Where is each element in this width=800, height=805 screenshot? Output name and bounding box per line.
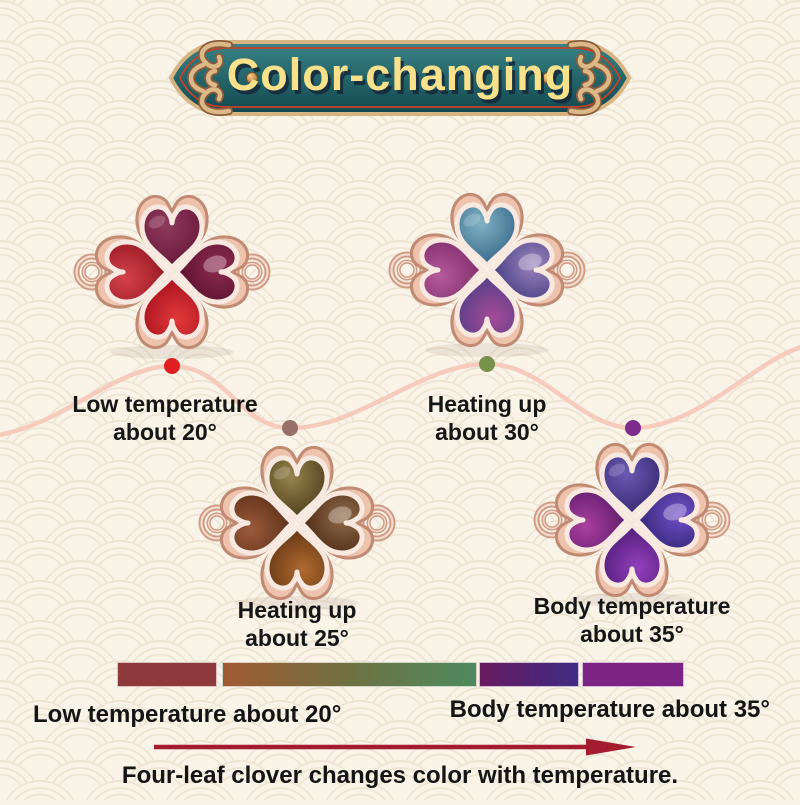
stage-label-line1: Low temperature	[72, 391, 258, 417]
footer-high-temp-label: Body temperature about 35°	[449, 696, 770, 723]
footer-low-temp-label: Low temperature about 20°	[33, 701, 342, 728]
temperature-gradient-bar	[0, 662, 800, 689]
gradient-segment	[222, 662, 477, 687]
stage-label-line2: about 20°	[113, 419, 217, 445]
wave-dot	[625, 420, 641, 436]
gradient-segment	[117, 662, 217, 687]
stage-label-30deg: Heating up about 30°	[357, 390, 617, 446]
clover-charm-25deg	[197, 433, 397, 618]
clover-petal-left	[564, 487, 631, 553]
clover-petal-top	[454, 202, 520, 269]
clover-petal-left	[229, 490, 296, 556]
banner-stud-left	[246, 72, 258, 84]
wave-line	[0, 345, 800, 437]
banner-ornament-left	[187, 39, 233, 117]
gradient-segment	[479, 662, 579, 687]
arrow-right-icon	[152, 734, 638, 760]
clover-charm-35deg	[532, 430, 732, 615]
clover-petal-right	[298, 490, 365, 556]
gradient-segment	[582, 662, 684, 687]
title-banner: Color-changing	[155, 34, 645, 118]
wave-dot	[479, 356, 495, 372]
page-title: Color-changing	[226, 49, 574, 100]
caption-text: Four-leaf clover changes color with temp…	[121, 762, 679, 789]
clover-petal-bottom	[264, 524, 330, 591]
clover-petal-bottom	[454, 271, 520, 338]
stage-label-35deg: Body temperature about 35°	[502, 592, 762, 648]
clover-charm-20deg	[72, 182, 272, 367]
banner-ornament-right	[567, 39, 613, 117]
clover-petal-right	[173, 239, 240, 305]
stage-label-line1: Body temperature	[533, 593, 731, 619]
wave-dot	[282, 420, 298, 436]
temperature-wave	[0, 340, 800, 460]
banner-stud-right	[542, 72, 554, 84]
clover-petal-top	[264, 455, 330, 522]
stage-label-line1: Heating up	[237, 597, 357, 623]
stage-label-20deg: Low temperature about 20°	[35, 390, 295, 446]
clover-charm-30deg	[387, 180, 587, 365]
stage-label-line2: about 30°	[435, 419, 539, 445]
clover-petal-left	[104, 239, 171, 305]
wave-dot	[164, 358, 180, 374]
clover-petal-left	[419, 237, 486, 303]
clover-petal-right	[633, 487, 700, 553]
stage-label-line2: about 25°	[245, 625, 349, 651]
clover-petal-right	[488, 237, 555, 303]
clover-petal-bottom	[599, 521, 665, 588]
stage-label-25deg: Heating up about 25°	[167, 596, 427, 652]
clover-petal-top	[139, 204, 205, 271]
clover-petal-bottom	[139, 273, 205, 340]
clover-petal-top	[599, 452, 665, 519]
footer-scale-labels: Low temperature about 20° Body temperatu…	[33, 696, 770, 737]
stage-label-line1: Heating up	[427, 391, 547, 417]
stage-label-line2: about 35°	[580, 621, 684, 647]
